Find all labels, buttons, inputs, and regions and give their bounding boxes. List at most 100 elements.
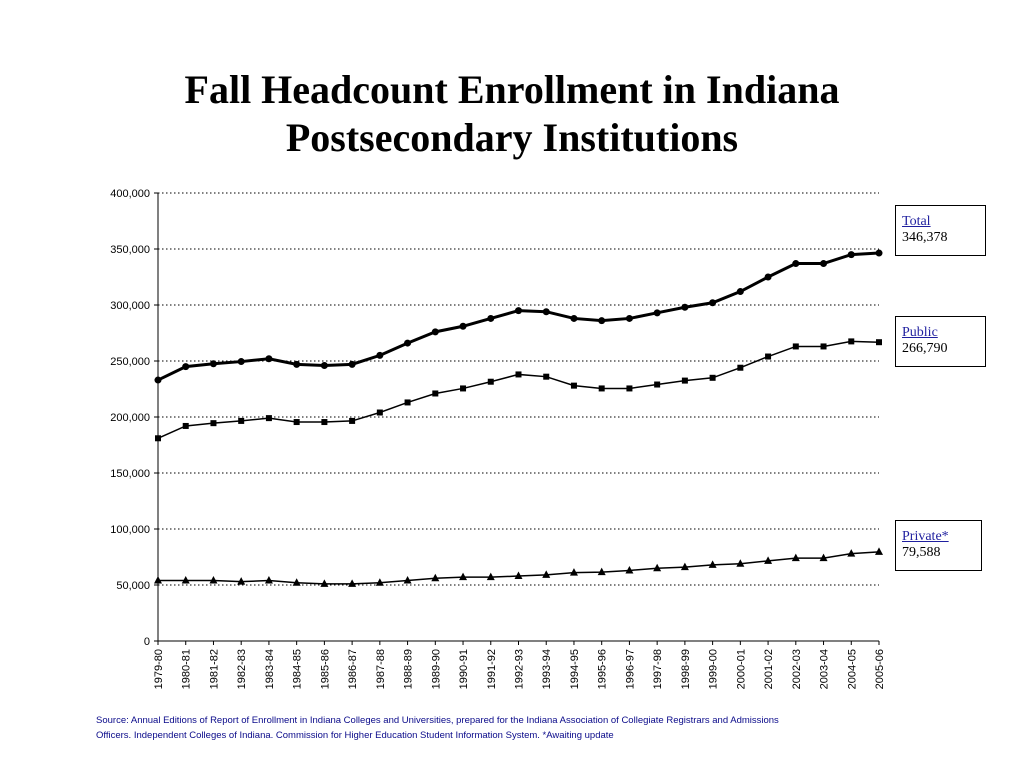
point-private bbox=[708, 560, 717, 568]
legend-total: Total 346,378 bbox=[895, 205, 986, 256]
point-public bbox=[876, 339, 882, 346]
point-private bbox=[320, 579, 329, 587]
x-tick-label: 1992-93 bbox=[514, 649, 526, 689]
point-public bbox=[432, 390, 439, 397]
point-total bbox=[182, 363, 190, 371]
point-private bbox=[569, 568, 578, 576]
point-total bbox=[209, 360, 217, 368]
point-private bbox=[764, 556, 773, 564]
y-tick-label: 50,000 bbox=[116, 580, 150, 592]
y-tick-label: 100,000 bbox=[110, 524, 150, 536]
x-tick-label: 1998-99 bbox=[680, 649, 692, 689]
point-private bbox=[237, 577, 246, 585]
point-public bbox=[293, 419, 300, 426]
point-public bbox=[182, 422, 189, 429]
point-public bbox=[238, 417, 245, 424]
point-total bbox=[154, 376, 162, 384]
x-tick-label: 1988-89 bbox=[403, 649, 415, 689]
point-total bbox=[487, 314, 495, 322]
point-public bbox=[626, 385, 633, 392]
legend-public-value: 266,790 bbox=[902, 341, 948, 356]
point-public bbox=[709, 374, 716, 381]
point-public bbox=[543, 373, 550, 380]
point-private bbox=[653, 563, 662, 572]
point-total bbox=[570, 314, 578, 322]
point-total bbox=[515, 307, 522, 315]
source-note-line1: Source: Annual Editions of Report of Enr… bbox=[96, 715, 779, 726]
point-total bbox=[792, 260, 800, 268]
point-total bbox=[542, 308, 550, 316]
x-tick-label: 1997-98 bbox=[652, 649, 664, 689]
x-tick-label: 2002-03 bbox=[791, 649, 803, 689]
x-tick-label: 1996-97 bbox=[624, 649, 636, 689]
x-tick-label: 1987-88 bbox=[375, 649, 387, 689]
point-private bbox=[292, 578, 301, 586]
x-tick-label: 1990-91 bbox=[458, 649, 470, 689]
point-total bbox=[320, 361, 328, 369]
point-total bbox=[736, 288, 744, 296]
point-private bbox=[680, 562, 689, 571]
point-private bbox=[625, 565, 634, 574]
chart-title-line2: Postsecondary Institutions bbox=[285, 115, 739, 160]
x-tick-label: 1982-83 bbox=[236, 649, 248, 689]
y-tick-label: 350,000 bbox=[110, 244, 150, 256]
point-total bbox=[709, 299, 717, 307]
x-tick-label: 1989-90 bbox=[430, 649, 442, 689]
point-public bbox=[681, 377, 688, 384]
legend-private-value: 79,588 bbox=[902, 545, 941, 560]
point-private bbox=[348, 579, 357, 587]
x-tick-label: 1980-81 bbox=[181, 649, 193, 689]
point-public bbox=[765, 353, 772, 360]
point-private bbox=[181, 576, 190, 584]
point-private bbox=[209, 576, 218, 584]
point-private bbox=[431, 573, 440, 582]
point-public bbox=[265, 415, 272, 422]
point-public bbox=[210, 420, 217, 427]
point-public bbox=[404, 399, 411, 406]
point-public bbox=[792, 343, 799, 350]
point-private bbox=[375, 578, 384, 586]
point-total bbox=[265, 355, 273, 363]
point-private bbox=[542, 570, 551, 578]
point-public bbox=[376, 409, 383, 416]
x-tick-label: 1986-87 bbox=[347, 649, 359, 689]
point-total bbox=[348, 360, 356, 368]
x-tick-label: 2005-06 bbox=[874, 649, 886, 689]
point-private bbox=[597, 567, 606, 576]
chart-title: Fall Headcount Enrollment in Indiana Pos… bbox=[0, 66, 1024, 162]
point-private bbox=[791, 553, 800, 562]
y-tick-label: 300,000 bbox=[110, 300, 150, 312]
point-total bbox=[431, 328, 439, 336]
point-total bbox=[293, 360, 301, 368]
y-tick-label: 150,000 bbox=[110, 468, 150, 480]
point-private bbox=[514, 571, 523, 580]
point-total bbox=[459, 322, 467, 330]
point-private bbox=[847, 549, 856, 557]
legend-public-name: Public bbox=[902, 325, 938, 340]
point-public bbox=[737, 364, 744, 371]
point-private bbox=[459, 572, 468, 581]
x-tick-label: 1995-96 bbox=[597, 649, 609, 689]
legend-private-name: Private* bbox=[902, 529, 949, 544]
series-line-private bbox=[158, 551, 880, 585]
point-private bbox=[736, 559, 745, 567]
legend-public: Public 266,790 bbox=[895, 316, 986, 367]
x-tick-label: 1993-94 bbox=[541, 649, 553, 689]
source-note-line2: Officers. Independent Colleges of Indian… bbox=[96, 730, 614, 741]
point-total bbox=[404, 339, 412, 347]
point-private bbox=[875, 547, 883, 555]
point-public bbox=[598, 385, 605, 392]
legend-total-name: Total bbox=[902, 214, 931, 229]
point-public bbox=[515, 371, 522, 378]
point-total bbox=[764, 273, 772, 281]
y-tick-label: 250,000 bbox=[110, 356, 150, 368]
x-tick-label: 2003-04 bbox=[819, 649, 831, 689]
point-total bbox=[376, 351, 384, 359]
x-tick-label: 1983-84 bbox=[264, 649, 276, 689]
x-tick-label: 1999-00 bbox=[708, 649, 720, 689]
point-total bbox=[875, 249, 883, 257]
point-public bbox=[321, 419, 328, 426]
x-tick-label: 1979-80 bbox=[153, 649, 165, 689]
point-public bbox=[460, 385, 467, 392]
x-tick-label: 2001-02 bbox=[763, 649, 775, 689]
